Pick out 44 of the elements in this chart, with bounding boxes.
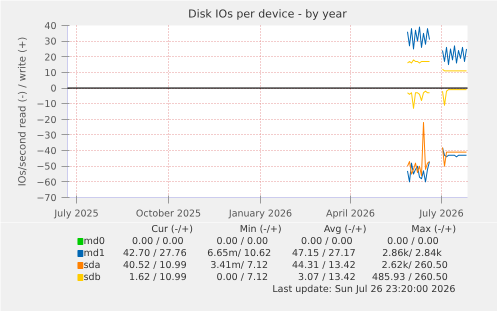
text: Avg (-/+) [324, 224, 366, 235]
text: 0.00 / 0.00 [301, 236, 353, 247]
x-tick-label: April 2026 [326, 208, 375, 220]
text: 3.07 / 13.42 [298, 272, 356, 283]
text: 0.00 / 0.00 [387, 236, 439, 247]
text: 40.52 / 10.99 [122, 260, 187, 271]
x-tick-label: July 2025 [53, 208, 99, 220]
y-tick-label: −20 [36, 114, 57, 126]
text: 2.62k/ 260.50 [382, 260, 448, 271]
text: 42.70 / 27.76 [122, 248, 187, 259]
y-tick-label: −30 [36, 130, 57, 142]
y-tick-label: 20 [44, 52, 57, 64]
legend-label: md1 [84, 248, 105, 259]
y-tick-label: −50 [36, 162, 57, 173]
text: 3.41m/ 7.12 [210, 260, 268, 271]
y-tick-label: 40 [44, 21, 57, 32]
text: 0.00 / 7.12 [216, 272, 268, 283]
text: 44.31 / 13.42 [292, 260, 356, 271]
text: Cur (-/+) [151, 224, 193, 235]
legend-label: md0 [84, 236, 105, 247]
y-tick-label: −40 [36, 146, 57, 158]
y-tick-label: 10 [44, 68, 57, 79]
legend-label: sdb [84, 272, 101, 283]
text: 6.65m/ 10.62 [207, 248, 272, 259]
text: 0.00 / 0.00 [216, 236, 268, 247]
text: Min (-/+) [240, 224, 282, 235]
x-tick-label: January 2026 [228, 208, 292, 220]
y-tick-label: −70 [36, 193, 57, 204]
chart-title: Disk IOs per device - by year [188, 8, 348, 20]
text: 2.86k/ 2.84k [382, 248, 442, 259]
x-tick-label: October 2025 [136, 208, 202, 220]
text: 47.15 / 27.17 [292, 248, 356, 259]
y-tick-label: 30 [44, 36, 57, 48]
text: Last update: Sun Jul 26 23:20:00 2026 [272, 284, 456, 295]
text: Max (-/+) [411, 224, 456, 235]
text: 1.62 / 10.99 [129, 272, 187, 283]
y-tick-label: 0 [50, 84, 57, 95]
x-tick-label: July 2026 [418, 208, 464, 220]
y-tick-label: −60 [36, 177, 57, 188]
text: 485.93 / 260.50 [372, 272, 448, 283]
text: 0.00 / 0.00 [132, 236, 184, 247]
y-tick-label: −10 [36, 99, 57, 110]
legend-label: sda [84, 260, 100, 271]
y-axis-title: IOs/second read (-) / write (+) [17, 36, 28, 186]
